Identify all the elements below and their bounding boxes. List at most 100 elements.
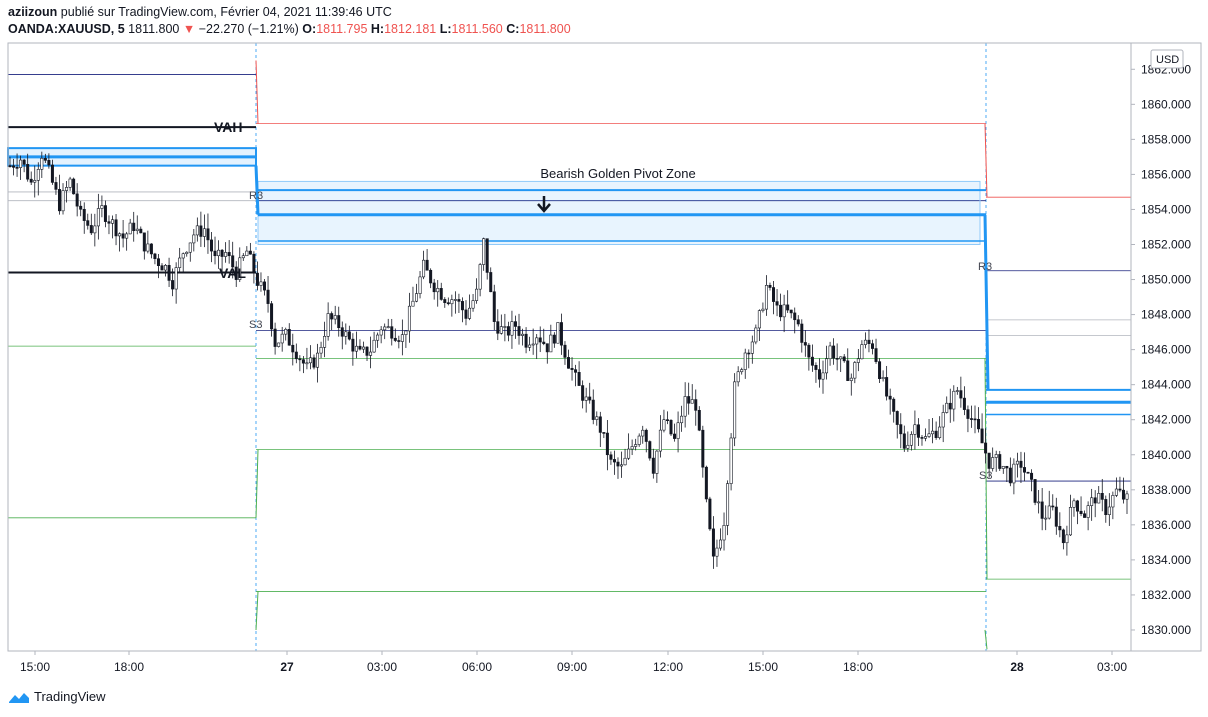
candle-body [581, 385, 585, 401]
candle-body [280, 333, 284, 344]
candle-body [1076, 500, 1080, 512]
candle-body [810, 356, 814, 366]
candle-body [651, 457, 655, 474]
candle-body [202, 228, 206, 237]
ohlc-line: OANDA:XAUUSD, 5 1811.800 ▼ −22.270 (−1.2… [8, 21, 571, 38]
candle-body [945, 402, 949, 413]
candle-body [673, 433, 677, 439]
candle-body [584, 396, 588, 401]
candle-body [609, 454, 613, 460]
candle-body [213, 250, 217, 257]
close-label: C: [506, 22, 520, 36]
candle-body [736, 371, 740, 383]
candle-body [344, 331, 348, 337]
candle-body [354, 345, 358, 352]
candle-body [142, 232, 146, 252]
candle-body [870, 343, 874, 349]
symbol-label[interactable]: OANDA:XAUUSD, 5 [8, 22, 125, 36]
candle-body [726, 483, 730, 526]
candle-body [885, 377, 889, 397]
candle-body [291, 344, 295, 353]
candle-body [425, 259, 429, 271]
candle-body [19, 159, 23, 168]
candle-body [61, 190, 65, 212]
candle-body [697, 410, 701, 431]
candle-body [683, 396, 687, 417]
candle-body [920, 437, 924, 439]
candle-body [340, 327, 344, 337]
y-tick-label: 1832.000 [1141, 588, 1191, 602]
candle-body [206, 228, 210, 241]
tradingview-logo-icon[interactable] [8, 690, 30, 704]
candle-body [107, 221, 111, 224]
candle-body [513, 321, 517, 327]
candle-body [227, 252, 231, 257]
candle-body [234, 266, 238, 280]
candle-body [499, 326, 503, 334]
candle-body [460, 301, 464, 311]
candle-body [655, 450, 659, 474]
candle-body [492, 291, 496, 322]
author-name[interactable]: aziizoun [8, 5, 58, 19]
candle-body [839, 356, 843, 360]
brand-name[interactable]: TradingView [34, 689, 106, 704]
candle-body [319, 347, 323, 354]
candle-body [361, 346, 365, 350]
candle-body [443, 299, 447, 303]
candle-body [301, 359, 305, 364]
candle-body [627, 448, 631, 459]
candle-body [977, 418, 981, 430]
candle-body [856, 358, 860, 363]
candle-body [478, 264, 482, 290]
candle-body [22, 159, 26, 165]
candle-body [634, 444, 638, 447]
y-tick-label: 1836.000 [1141, 518, 1191, 532]
candle-body [743, 352, 747, 370]
candle-body [1104, 499, 1108, 515]
y-tick-label: 1834.000 [1141, 553, 1191, 567]
candle-body [475, 288, 479, 301]
candle-body [955, 390, 959, 392]
candle-body [793, 312, 797, 321]
candle-body [899, 424, 903, 435]
x-tick-label: 03:00 [367, 660, 397, 674]
x-tick-label: 15:00 [20, 660, 50, 674]
r3-label: R3 [249, 190, 263, 202]
candle-body [178, 257, 182, 268]
close-value: 1811.800 [519, 22, 571, 36]
candle-body [779, 304, 783, 318]
candle-body [521, 333, 525, 336]
candle-body [577, 372, 581, 386]
candle-body [1097, 493, 1101, 504]
x-tick-label: 09:00 [557, 660, 587, 674]
candle-body [924, 436, 928, 439]
candle-body [708, 498, 712, 530]
candle-body [231, 255, 235, 268]
candle-body [768, 285, 772, 288]
candle-body [867, 339, 871, 344]
candle-body [934, 430, 938, 438]
candle-body [407, 305, 411, 332]
candle-body [849, 377, 853, 381]
open-label: O: [302, 22, 317, 36]
candle-body [1114, 488, 1118, 496]
candle-body [842, 356, 846, 362]
candle-body [252, 253, 256, 274]
candle-body [376, 334, 380, 341]
y-tick-label: 1830.000 [1141, 623, 1191, 637]
candle-body [1072, 500, 1076, 508]
s3-label: S3 [249, 319, 262, 331]
candle-body [118, 233, 122, 237]
candle-body [305, 362, 309, 365]
candle-body [308, 357, 312, 364]
candle-body [991, 457, 995, 469]
candle-body [43, 157, 47, 161]
candle-body [980, 428, 984, 444]
candle-body [973, 418, 977, 421]
candle-body [397, 340, 401, 342]
candle-body [241, 255, 245, 259]
y-tick-label: 1848.000 [1141, 308, 1191, 322]
x-tick-label: 12:00 [653, 660, 683, 674]
candle-body [1037, 501, 1041, 504]
